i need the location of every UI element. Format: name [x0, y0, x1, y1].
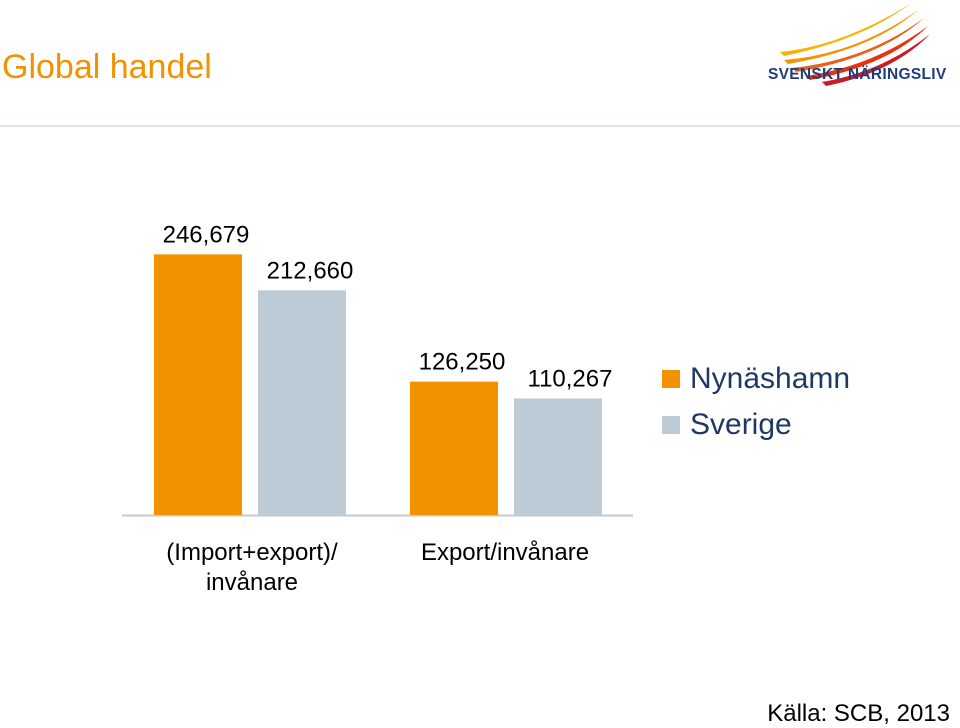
legend-swatch-sverige	[662, 416, 680, 434]
legend-item-nynashamn: Nynäshamn	[662, 356, 850, 402]
category-label-0-line-2: invånare	[205, 569, 299, 596]
category-label-1-line-1: Export/invånare	[420, 539, 590, 566]
category-label-1: Export/invånare	[380, 538, 630, 568]
data-label-sverige-1: 110,267	[528, 365, 613, 392]
flame-icon	[780, 4, 930, 86]
legend-label-sverige: Sverige	[690, 408, 792, 441]
page-title: Global handel	[2, 48, 212, 86]
bar-nynashamn-0	[154, 254, 242, 515]
legend: Nynäshamn Sverige	[662, 356, 850, 448]
source-note: Källa: SCB, 2013	[767, 700, 950, 727]
data-label-nynashamn-1: 126,250	[419, 349, 506, 376]
legend-label-nynashamn: Nynäshamn	[690, 362, 851, 395]
legend-swatch-nynashamn	[662, 370, 680, 388]
category-label-0-line-1: (Import+export)/	[166, 539, 338, 566]
header-divider	[0, 125, 960, 127]
data-label-nynashamn-0: 246,679	[163, 221, 250, 248]
bar-sverige-1	[514, 398, 602, 515]
bar-nynashamn-1	[410, 381, 498, 515]
legend-item-sverige: Sverige	[662, 402, 850, 448]
category-label-0: (Import+export)/ invånare	[124, 538, 380, 598]
bar-sverige-0	[258, 290, 346, 515]
data-label-sverige-0: 212,660	[267, 257, 354, 284]
logo-text: SVENSKT NÄRINGSLIV	[768, 66, 947, 83]
svenskt-naringsliv-logo	[780, 4, 930, 86]
